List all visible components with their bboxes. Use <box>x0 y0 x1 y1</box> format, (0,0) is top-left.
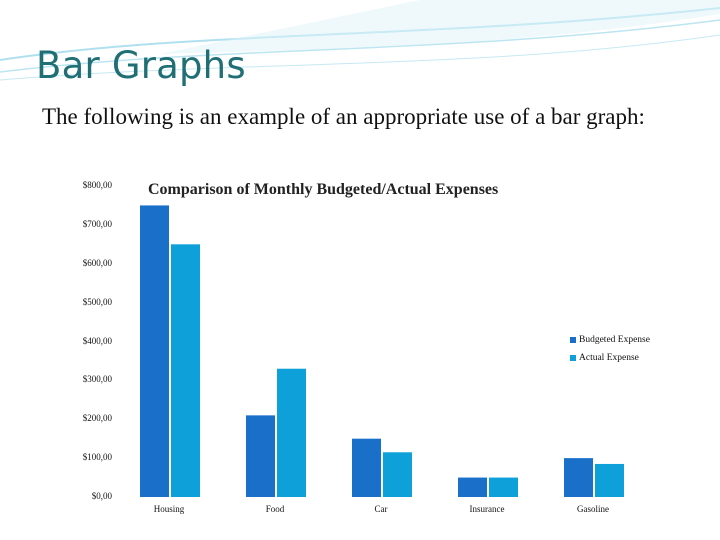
y-tick-label: $700,00 <box>82 218 112 229</box>
chart-legend: Budgeted Expense Actual Expense <box>570 331 650 367</box>
legend-swatch <box>570 355 576 361</box>
bar-food-budgeted <box>246 415 275 497</box>
y-tick-label: $200,00 <box>82 413 112 424</box>
y-tick-label: $300,00 <box>82 374 112 385</box>
y-tick-label: $400,00 <box>82 335 112 346</box>
bar-housing-actual <box>171 244 200 497</box>
legend-item: Budgeted Expense <box>570 331 650 349</box>
bar-insurance-budgeted <box>458 477 487 497</box>
bar-insurance-actual <box>489 477 518 497</box>
bar-gasoline-budgeted <box>564 458 593 497</box>
legend-label: Budgeted Expense <box>579 335 650 345</box>
y-tick-label: $600,00 <box>82 257 112 268</box>
y-tick-label: $800,00 <box>82 180 112 190</box>
bar-gasoline-actual <box>595 463 624 497</box>
x-tick-label: Insurance <box>469 504 505 514</box>
y-tick-label: $100,00 <box>82 452 112 463</box>
header-decoration <box>0 0 720 81</box>
y-tick-label: $0,00 <box>91 491 112 501</box>
y-tick-label: $500,00 <box>82 296 112 307</box>
bar-housing-budgeted <box>140 205 169 497</box>
legend-label: Actual Expense <box>579 353 639 363</box>
legend-swatch <box>570 337 576 343</box>
legend-item: Actual Expense <box>570 349 650 367</box>
x-tick-label: Food <box>265 504 285 514</box>
bar-car-actual <box>383 452 412 497</box>
slide-body-text: The following is an example of an approp… <box>42 104 645 129</box>
bar-car-budgeted <box>352 438 381 497</box>
x-tick-label: Car <box>374 504 388 514</box>
slide-title: Bar Graphs <box>36 44 246 87</box>
x-tick-label: Gasoline <box>577 504 609 514</box>
bar-food-actual <box>277 368 306 497</box>
x-tick-label: Housing <box>153 504 185 514</box>
chart-title: Comparison of Monthly Budgeted/Actual Ex… <box>148 181 499 198</box>
